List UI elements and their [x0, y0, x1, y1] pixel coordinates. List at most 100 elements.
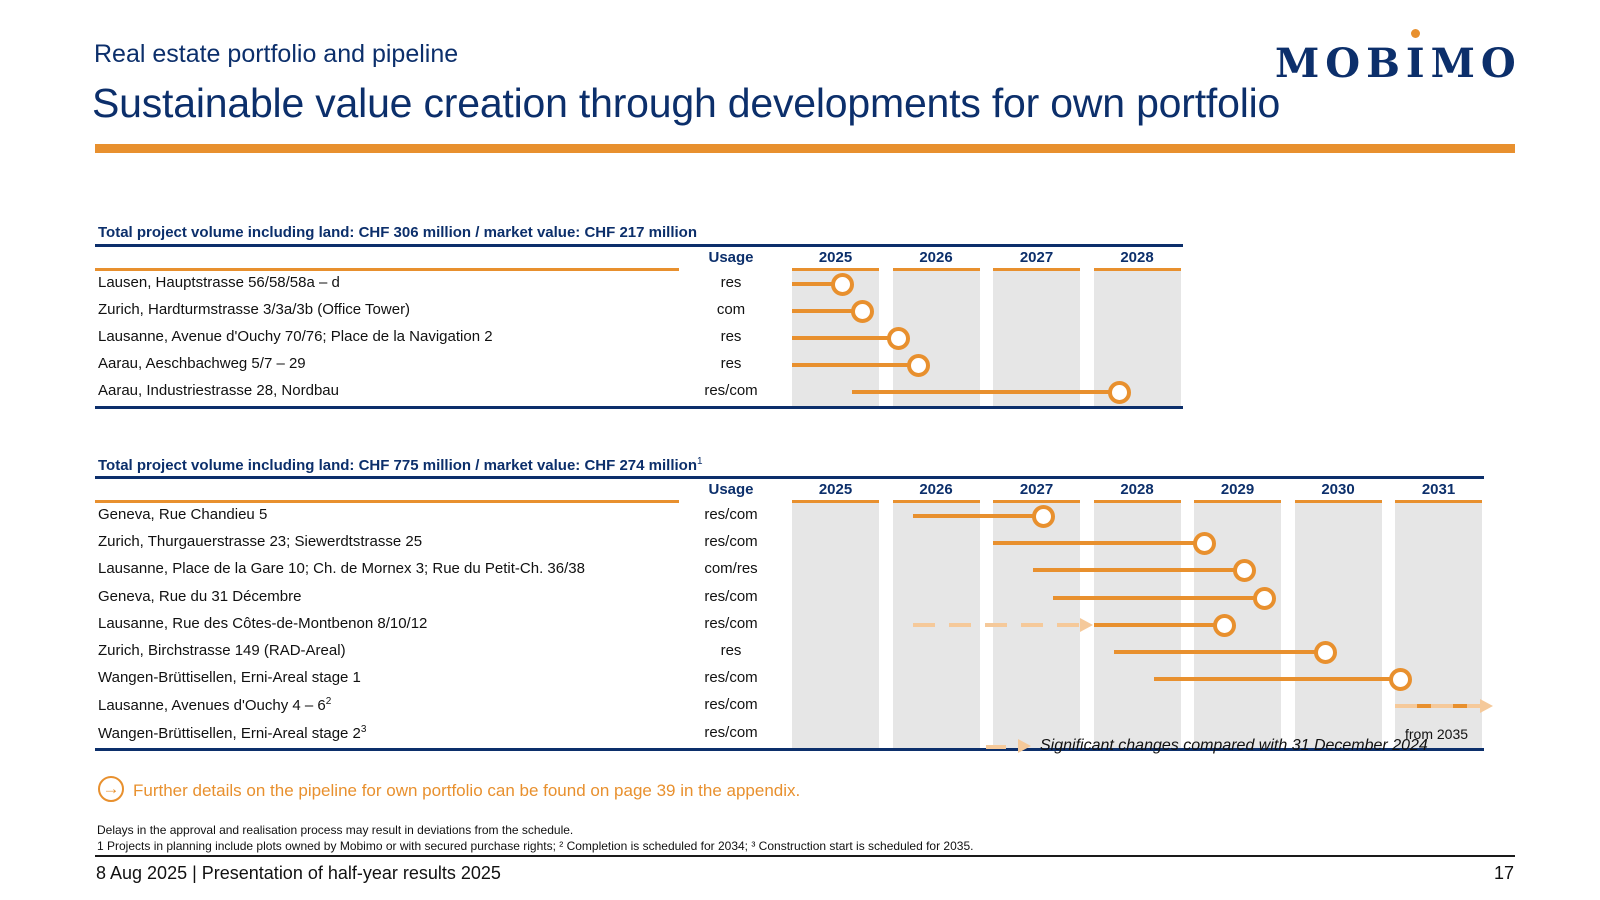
- year-column-2028: [1093, 503, 1181, 751]
- schedule-change-arrow-icon: [1079, 617, 1093, 632]
- table-bottom-rule: [95, 406, 1183, 409]
- table-top-rule: [95, 244, 1183, 247]
- project-usage: res/com: [704, 614, 758, 632]
- project-usage: com/res: [704, 560, 758, 578]
- schedule-change-arrow-icon: [1480, 699, 1494, 714]
- year-header-underline: [892, 268, 980, 271]
- year-column-2030: [1294, 503, 1382, 751]
- year-header-2030: 2030: [1321, 481, 1355, 498]
- completion-marker-icon: [851, 300, 875, 323]
- project-name: Wangen-Brüttisellen, Erni-Areal stage 1: [98, 669, 361, 687]
- year-header-2028: 2028: [1120, 249, 1154, 266]
- year-header-2027: 2027: [1019, 249, 1054, 266]
- table-title: Total project volume including land: CHF…: [98, 224, 697, 241]
- year-column-2027: [993, 271, 1080, 409]
- project-bar: [1153, 677, 1401, 682]
- name-header-underline: [95, 268, 679, 271]
- mobimo-logo: MOBIMO: [1275, 29, 1522, 87]
- year-header-underline: [892, 500, 980, 503]
- year-header-underline: [792, 268, 879, 271]
- page-number: 17: [1493, 863, 1514, 883]
- title-divider: [95, 144, 1515, 153]
- year-header-underline: [993, 500, 1080, 503]
- year-header-2025: 2025: [818, 249, 853, 266]
- logo-dot-icon: [1411, 29, 1420, 38]
- project-usage: res/com: [704, 696, 758, 714]
- footer-date-title: 8 Aug 2025 | Presentation of half-year r…: [96, 863, 501, 883]
- arrow-circle-icon: →: [98, 776, 124, 802]
- page-title: Sustainable value creation through devel…: [92, 80, 1281, 126]
- name-header-underline: [95, 500, 679, 503]
- project-usage: res/com: [704, 506, 758, 523]
- usage-header: Usage: [708, 481, 754, 498]
- completion-marker-icon: [831, 273, 855, 296]
- project-usage: res: [720, 328, 742, 345]
- year-header-underline: [1093, 268, 1181, 271]
- footer-divider: [95, 855, 1515, 857]
- project-name: Zurich, Hardturmstrasse 3/3a/3b (Office …: [98, 301, 411, 318]
- project-usage: res: [720, 355, 742, 372]
- project-name: Zurich, Birchstrasse 149 (RAD-Areal): [98, 642, 346, 659]
- project-name: Lausanne, Place de la Gare 10; Ch. de Mo…: [98, 560, 585, 578]
- year-column-2026: [892, 503, 980, 751]
- year-header-2029: 2029: [1220, 481, 1255, 498]
- project-bar: [792, 336, 898, 340]
- completion-marker-icon: [906, 354, 930, 377]
- further-details-link[interactable]: Further details on the pipeline for own …: [133, 781, 801, 800]
- year-header-2028: 2028: [1120, 481, 1154, 498]
- year-header-underline: [1194, 500, 1281, 503]
- project-usage: com: [716, 301, 746, 318]
- project-usage: res: [720, 274, 742, 291]
- year-header-2031: 2031: [1421, 481, 1456, 498]
- project-bar: [852, 390, 1119, 394]
- project-bar: [1033, 568, 1245, 573]
- project-name: Aarau, Industriestrasse 28, Nordbau: [98, 382, 339, 399]
- footnotes: 1 Projects in planning include plots own…: [97, 839, 974, 853]
- project-usage: res/com: [704, 587, 758, 605]
- project-name: Lausanne, Avenues d'Ouchy 4 – 62: [98, 696, 332, 715]
- year-header-2026: 2026: [919, 481, 953, 498]
- completion-marker-icon: [1253, 586, 1277, 610]
- project-bar: [1113, 650, 1325, 654]
- project-name: Aarau, Aeschbachweg 5/7 – 29: [98, 355, 306, 372]
- project-bar: [912, 514, 1044, 518]
- year-column-2031: [1395, 503, 1482, 751]
- project-usage: res/com: [704, 723, 758, 741]
- year-header-underline: [1294, 500, 1382, 503]
- year-header-underline: [792, 500, 879, 503]
- completion-marker-icon: [1213, 613, 1237, 637]
- year-header-underline: [1093, 500, 1181, 503]
- project-name: Lausen, Hauptstrasse 56/58/58a – d: [98, 274, 340, 291]
- table-top-rule: [95, 476, 1484, 479]
- project-usage: res/com: [704, 533, 758, 551]
- year-column-2025: [792, 503, 879, 751]
- schedule-change-dash: [912, 622, 1080, 627]
- legend-dash-icon: [986, 745, 1006, 749]
- legend-arrow-icon: [1018, 739, 1031, 753]
- project-bar: [993, 541, 1205, 546]
- completion-marker-icon: [1233, 559, 1257, 583]
- year-column-2027: [993, 503, 1080, 751]
- project-usage: res/com: [704, 669, 758, 687]
- year-header-2026: 2026: [919, 249, 953, 266]
- project-bar: [792, 309, 863, 313]
- project-name: Wangen-Brüttisellen, Erni-Areal stage 23: [98, 723, 367, 742]
- year-header-underline: [1395, 500, 1482, 503]
- year-column-2028: [1093, 271, 1181, 409]
- completion-marker-icon: [1032, 505, 1056, 528]
- project-start-note: from 2035: [1405, 725, 1469, 742]
- project-name: Geneva, Rue Chandieu 5: [98, 506, 268, 523]
- completion-marker-icon: [886, 327, 910, 350]
- project-bar: [1093, 622, 1225, 627]
- project-name: Zurich, Thurgauerstrasse 23; Siewerdtstr…: [98, 533, 423, 551]
- completion-marker-icon: [1107, 381, 1131, 404]
- project-name: Lausanne, Rue des Côtes-de-Montbenon 8/1…: [98, 614, 428, 632]
- completion-marker-icon: [1389, 668, 1413, 692]
- project-bar: [792, 363, 918, 367]
- project-usage: res/com: [704, 382, 758, 399]
- section-subtitle: Real estate portfolio and pipeline: [94, 40, 459, 68]
- year-header-2027: 2027: [1019, 481, 1054, 498]
- project-name: Geneva, Rue du 31 Décembre: [98, 587, 302, 605]
- project-bar: [792, 282, 843, 286]
- schedule-change-dash: [1395, 704, 1481, 709]
